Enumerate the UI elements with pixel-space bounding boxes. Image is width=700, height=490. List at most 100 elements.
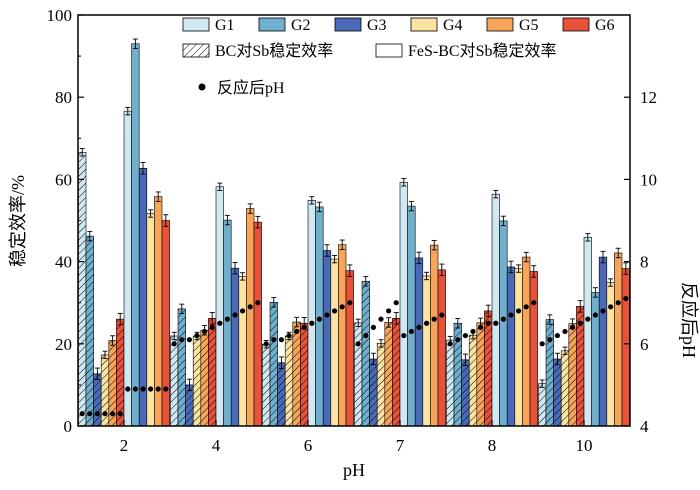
ph-point-bar-fes-bc-g4-ph4 <box>240 308 246 314</box>
bar-bc-g3-ph4-hatch <box>185 384 194 426</box>
bar-fes-bc-g3-ph7 <box>414 257 424 427</box>
ph-point-bar-fes-bc-g4-ph7 <box>424 320 430 326</box>
bar-fes-bc-g6-ph4 <box>253 221 262 427</box>
legend-label-g1: G1 <box>215 17 235 34</box>
x-tick-label: 10 <box>576 436 593 455</box>
bar-fes-bc-g4-ph4 <box>238 276 247 427</box>
bar-fes-bc-g4-ph8 <box>514 268 523 427</box>
ph-point-bar-bc-g5-ph6 <box>294 328 300 335</box>
bar-bc-g3-ph8-hatch <box>461 359 470 426</box>
ph-point-bar-bc-g3-ph10 <box>554 332 561 339</box>
y-tick-label-right: 10 <box>640 170 657 189</box>
bar-bc-g4-ph4-hatch <box>193 335 201 426</box>
ph-point-bar-bc-g5-ph8 <box>478 324 484 330</box>
bar-bc-g4-ph10-hatch <box>561 350 569 426</box>
bar-fes-bc-g5-ph6 <box>338 244 347 427</box>
legend-swatch-g5 <box>486 17 514 32</box>
bar-bc-g6-ph4-hatch <box>208 318 216 426</box>
bar-bc-g5-ph8-hatch <box>476 322 485 426</box>
bar-bc-g6-ph2-hatch <box>116 319 124 426</box>
bar-bc-g4-ph8-hatch <box>469 335 477 426</box>
bar-bc-g1-ph7-hatch <box>354 322 362 426</box>
ph-point-bar-fes-bc-g1-ph10 <box>585 316 591 322</box>
bar-bc-g1-ph2-hatch <box>78 152 86 427</box>
ph-point-bar-bc-g4-ph10 <box>562 328 568 335</box>
x-tick-label: 2 <box>120 436 129 455</box>
bar-fes-bc-g2-ph2 <box>131 43 140 427</box>
bar-bc-g3-ph7-hatch <box>369 359 378 426</box>
ph-point-bar-fes-bc-g5-ph7 <box>431 316 437 322</box>
ph-point-bar-bc-g2-ph8 <box>455 337 461 343</box>
ph-point-bar-bc-g4-ph6 <box>286 332 292 339</box>
bar-fes-bc-g3-ph8 <box>506 266 516 427</box>
bar-fes-bc-g2-ph8 <box>499 220 508 427</box>
bar-fes-bc-g4-ph6 <box>330 258 339 427</box>
bars-layer <box>78 43 630 427</box>
ph-point-bar-fes-bc-g5-ph10 <box>615 300 621 306</box>
x-tick-label: 6 <box>304 436 313 455</box>
bar-fes-bc-g5-ph8 <box>522 256 531 427</box>
y-tick-label-left: 60 <box>55 170 72 189</box>
ph-point-bar-fes-bc-g1-ph7 <box>401 332 407 339</box>
ph-point-bar-bc-g4-ph2 <box>102 411 108 417</box>
ph-point-bar-bc-g1-ph6 <box>263 341 269 347</box>
bar-fes-bc-g3-ph10 <box>598 256 608 427</box>
ph-point-bar-bc-g2-ph2 <box>87 411 93 417</box>
ph-point-bar-bc-g3-ph2 <box>94 411 100 417</box>
y-axis-label-right: 反应后pH <box>679 282 699 358</box>
ph-point-bar-fes-bc-g3-ph10 <box>600 308 606 314</box>
bar-fes-bc-g3-ph4 <box>230 267 240 427</box>
ph-point-bar-fes-bc-g2-ph6 <box>316 316 322 322</box>
ph-point-bar-fes-bc-g2-ph10 <box>592 312 599 318</box>
ph-point-bar-fes-bc-g2-ph4 <box>224 316 230 322</box>
ph-point-bar-fes-bc-g1-ph4 <box>217 320 223 326</box>
y-tick-label-left: 40 <box>55 253 72 272</box>
x-axis-label: pH <box>343 460 365 480</box>
x-tick-label: 8 <box>488 436 497 455</box>
ph-point-bar-bc-g3-ph7 <box>370 324 376 330</box>
bar-fes-bc-g1-ph6 <box>307 200 316 427</box>
ph-point-bar-bc-g6-ph10 <box>577 320 583 326</box>
ph-point-bar-bc-g4-ph7 <box>378 316 384 322</box>
ph-point-bar-bc-g2-ph7 <box>363 332 369 339</box>
bar-bc-g6-ph7-hatch <box>392 318 400 426</box>
bar-fes-bc-g3-ph6 <box>322 250 332 427</box>
ph-point-bar-fes-bc-g3-ph4 <box>232 312 238 318</box>
legend-swatch-bc-hatch <box>183 44 209 57</box>
bar-fes-bc-g1-ph4 <box>215 186 224 427</box>
ph-point-bar-fes-bc-g2-ph7 <box>408 328 414 335</box>
bar-fes-bc-g5-ph10 <box>614 252 623 427</box>
bar-fes-bc-g5-ph4 <box>246 208 255 427</box>
bar-bc-g6-ph10-hatch <box>576 306 584 426</box>
ph-point-bar-bc-g1-ph4 <box>171 341 177 347</box>
ph-point-bar-bc-g5-ph10 <box>570 324 576 330</box>
legend-swatch-fes-bc <box>375 43 403 58</box>
ph-point-bar-fes-bc-g4-ph6 <box>332 308 338 314</box>
legend-label-g2: G2 <box>291 17 311 34</box>
bar-bc-g5-ph7-hatch <box>384 322 393 426</box>
ph-point-bar-bc-g6-ph4 <box>209 324 215 330</box>
y-tick-label-right: 4 <box>640 417 649 436</box>
legend-label-fes-bc: FeS-BC对Sb稳定效率 <box>408 42 556 60</box>
bar-bc-g2-ph6-hatch <box>270 302 278 426</box>
legend-swatch-g4 <box>410 17 438 32</box>
bar-bc-g5-ph4-hatch <box>200 330 209 426</box>
bar-fes-bc-g6-ph7 <box>437 269 446 427</box>
bar-bc-g3-ph6-hatch <box>277 362 286 426</box>
ph-point-bar-bc-g4-ph8 <box>470 328 476 335</box>
ph-point-bar-fes-bc-g5-ph8 <box>523 304 529 310</box>
bar-bc-g2-ph4-hatch <box>178 308 186 426</box>
bar-bc-g2-ph7-hatch <box>362 281 370 426</box>
ph-point-bar-bc-g3-ph6 <box>278 337 284 343</box>
bar-bc-g3-ph2-hatch <box>93 373 102 426</box>
ph-point-bar-fes-bc-g6-ph6 <box>347 300 353 306</box>
legend-label-g3: G3 <box>367 17 387 34</box>
legend-label-ph: 反应后pH <box>217 78 285 97</box>
ph-point-bar-bc-g6-ph8 <box>485 320 491 326</box>
bar-fes-bc-g6-ph2 <box>161 220 170 427</box>
bar-fes-bc-g2-ph6 <box>315 206 324 427</box>
ph-point-bar-fes-bc-g1-ph8 <box>493 320 499 326</box>
legend-label-bc: BC对Sb稳定效率 <box>215 42 333 60</box>
y-tick-label-left: 0 <box>64 417 73 436</box>
